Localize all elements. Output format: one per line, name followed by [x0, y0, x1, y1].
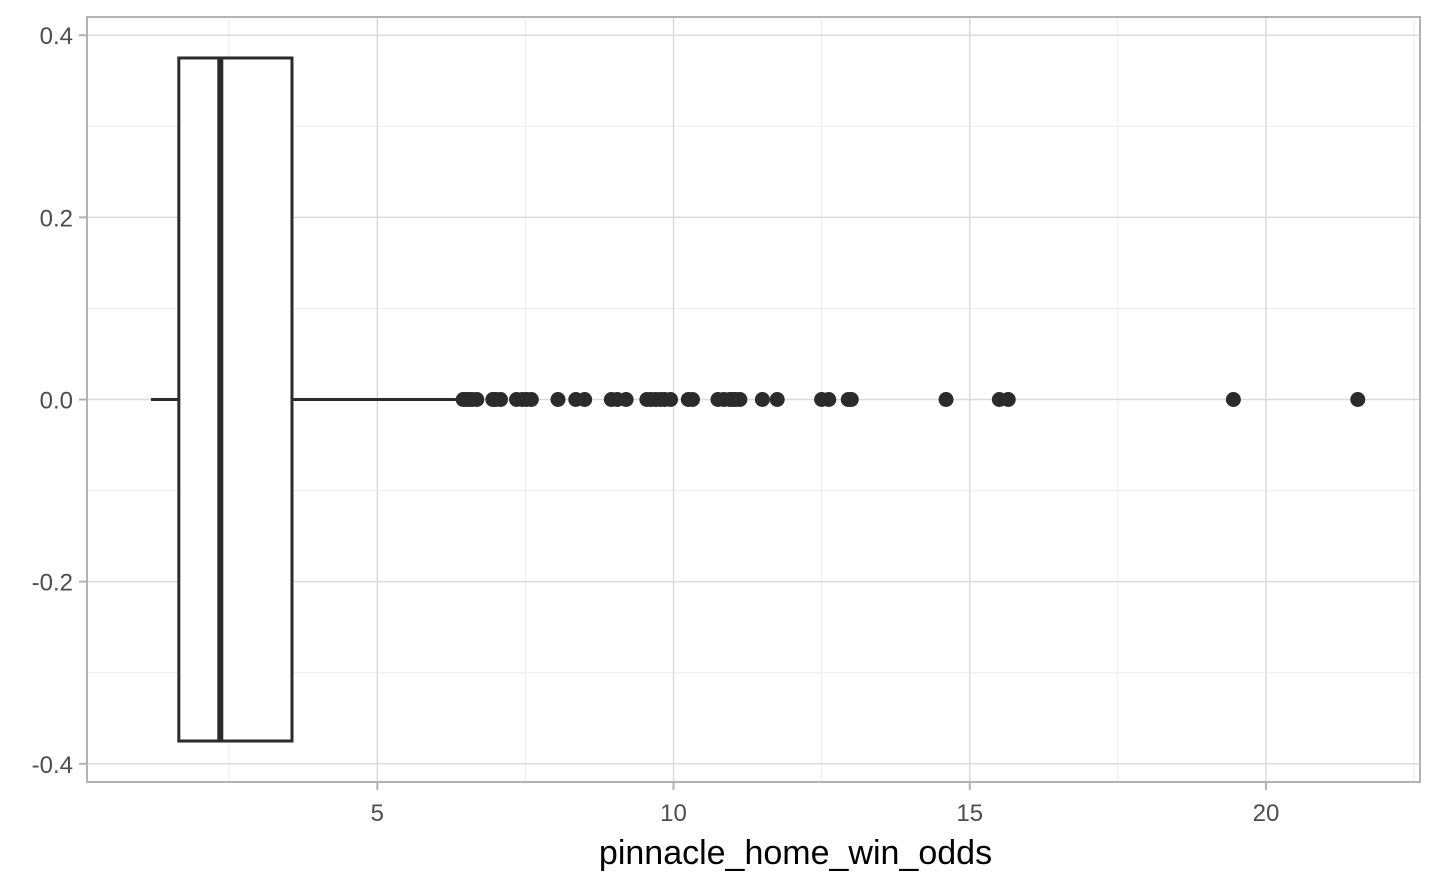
outlier-point-12 [550, 392, 566, 407]
outlier-point-32 [754, 392, 770, 407]
grid-major [87, 17, 1420, 782]
outlier-points [455, 392, 1366, 407]
y-tick-label-1: 0.2 [40, 205, 73, 232]
x-tick-label-3: 20 [1253, 800, 1280, 827]
outlier-point-14 [577, 392, 593, 407]
outlier-point-7 [493, 392, 509, 407]
x-tick-label-1: 10 [660, 800, 687, 827]
y-tick-label-0: 0.4 [40, 23, 73, 50]
outlier-point-17 [618, 392, 634, 407]
y-tick-label-2: 0.0 [40, 388, 73, 415]
outlier-point-31 [732, 392, 748, 407]
outlier-point-11 [523, 392, 539, 407]
tick-labels: 5 10 15 20 0.4 0.2 0.0 -0.2 -0.4 [32, 23, 1280, 827]
outlier-point-40 [1000, 392, 1016, 407]
iqr-box [177, 56, 294, 743]
outlier-point-33 [769, 392, 785, 407]
y-tick-label-3: -0.2 [32, 570, 73, 597]
outlier-point-42 [1350, 392, 1366, 407]
outlier-point-37 [843, 392, 859, 407]
x-axis-title: pinnacle_home_win_odds [599, 834, 992, 872]
outlier-point-38 [938, 392, 954, 407]
outlier-point-23 [663, 392, 679, 407]
outlier-point-25 [684, 392, 700, 407]
y-tick-label-4: -0.4 [32, 752, 73, 779]
outlier-point-4 [469, 392, 485, 407]
axis-ticks [79, 34, 1267, 790]
x-tick-label-2: 15 [956, 800, 983, 827]
outlier-point-41 [1225, 392, 1241, 407]
x-tick-label-0: 5 [371, 800, 384, 827]
outlier-point-35 [821, 392, 837, 407]
box-layer [150, 56, 461, 743]
